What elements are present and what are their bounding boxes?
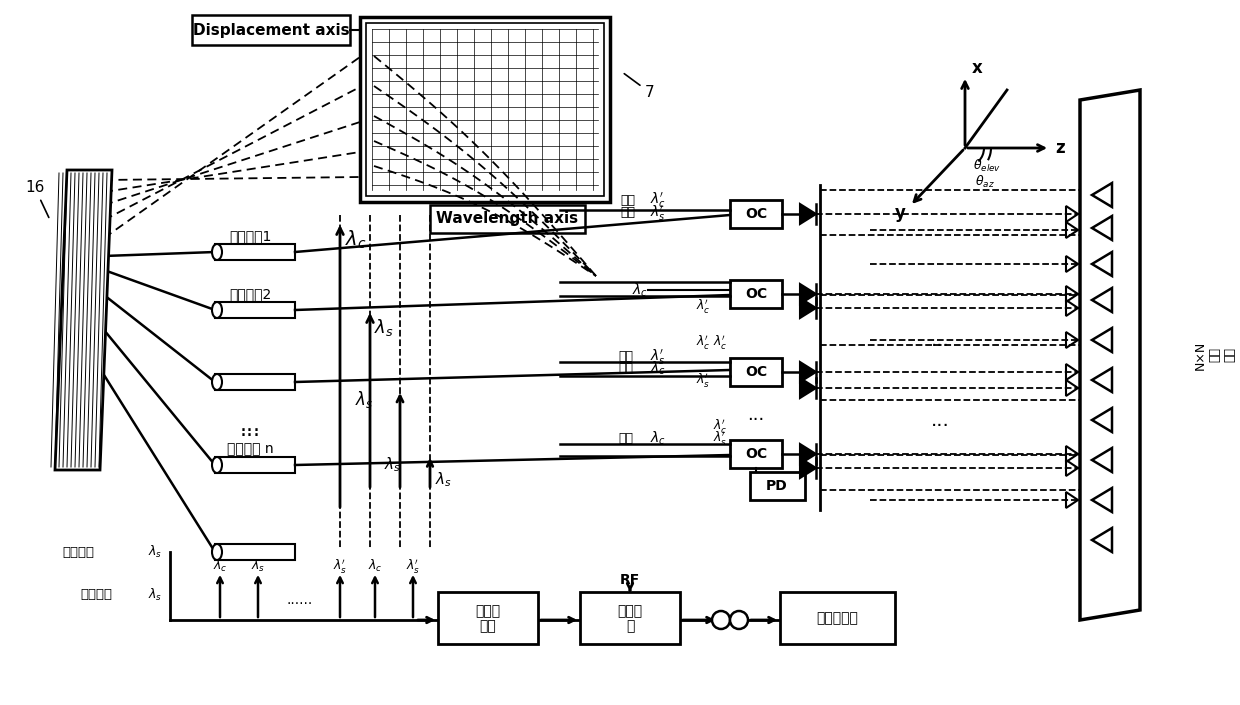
- Ellipse shape: [212, 374, 222, 390]
- Text: OC: OC: [745, 365, 768, 379]
- Text: $\lambda_c$: $\lambda_c$: [213, 558, 227, 574]
- Text: ...: ...: [748, 406, 765, 424]
- Bar: [438, 592, 538, 644]
- Text: $\lambda_s'$: $\lambda_s'$: [332, 557, 347, 575]
- Ellipse shape: [212, 244, 222, 260]
- Text: $\lambda_s$: $\lambda_s$: [148, 544, 162, 560]
- Text: $\lambda_s'$: $\lambda_s'$: [696, 371, 711, 389]
- Text: $\lambda_s$: $\lambda_s$: [384, 455, 401, 474]
- Text: $\lambda_c'$: $\lambda_c'$: [713, 417, 728, 435]
- Text: 大器: 大器: [480, 619, 496, 633]
- Text: ...: ...: [239, 420, 260, 440]
- Ellipse shape: [212, 302, 222, 318]
- Text: 输入端口: 输入端口: [81, 589, 112, 601]
- Text: N×N
天线
阵列: N×N 天线 阵列: [1193, 341, 1236, 369]
- Text: 7: 7: [624, 73, 655, 100]
- Text: $\lambda_s$: $\lambda_s$: [148, 587, 162, 603]
- Text: $\lambda_c$: $\lambda_c$: [368, 558, 382, 574]
- Polygon shape: [800, 298, 816, 318]
- Text: $\lambda_s'$: $\lambda_s'$: [650, 348, 666, 367]
- Text: $\lambda_s'$: $\lambda_s'$: [405, 557, 420, 575]
- Text: 输出端口 n: 输出端口 n: [227, 442, 273, 456]
- Bar: [215, 302, 295, 318]
- Polygon shape: [800, 204, 816, 224]
- Polygon shape: [800, 284, 816, 304]
- Text: 输出端口1: 输出端口1: [229, 229, 272, 243]
- Bar: [730, 280, 782, 308]
- Text: Wavelength axis: Wavelength axis: [436, 212, 579, 226]
- Text: 输出: 输出: [620, 193, 635, 207]
- Text: $\lambda_s'$: $\lambda_s'$: [650, 204, 666, 223]
- Ellipse shape: [212, 457, 222, 473]
- Text: $\theta_{az}$: $\theta_{az}$: [975, 174, 994, 190]
- Text: z: z: [1055, 139, 1065, 157]
- Text: 光调制: 光调制: [618, 604, 642, 618]
- Text: 输出: 输出: [620, 207, 635, 219]
- Text: 器: 器: [626, 619, 634, 633]
- Text: $\lambda_c'$: $\lambda_c'$: [696, 297, 711, 315]
- Text: $\lambda_s$: $\lambda_s$: [250, 558, 265, 574]
- Circle shape: [712, 611, 730, 629]
- Text: $\lambda_s$: $\lambda_s$: [355, 389, 373, 410]
- Text: ...: ...: [931, 410, 950, 429]
- Text: 输入端口: 输入端口: [62, 546, 94, 558]
- Circle shape: [730, 611, 748, 629]
- Text: ......: ......: [286, 593, 314, 607]
- Text: 16: 16: [25, 180, 48, 217]
- Bar: [215, 544, 295, 560]
- Text: $\theta_{elev}$: $\theta_{elev}$: [973, 158, 1001, 174]
- Polygon shape: [1080, 90, 1140, 620]
- Text: OC: OC: [745, 207, 768, 221]
- Bar: [780, 592, 895, 644]
- Polygon shape: [55, 170, 112, 470]
- Bar: [430, 205, 585, 233]
- Bar: [750, 472, 805, 500]
- Text: RF: RF: [620, 573, 640, 587]
- Text: 输出: 输出: [618, 350, 632, 364]
- Text: 激光发射器: 激光发射器: [816, 611, 858, 625]
- Text: Displacement axis: Displacement axis: [192, 23, 350, 37]
- Bar: [730, 440, 782, 468]
- Text: $\lambda_c'$: $\lambda_c'$: [650, 190, 666, 209]
- Text: $\lambda_c$: $\lambda_c$: [650, 429, 666, 447]
- Text: ...: ...: [931, 331, 950, 350]
- Polygon shape: [800, 458, 816, 478]
- Bar: [215, 374, 295, 390]
- Text: $\lambda_c$: $\lambda_c$: [345, 229, 367, 251]
- Bar: [730, 358, 782, 386]
- Bar: [215, 244, 295, 260]
- Text: 输出: 输出: [618, 431, 632, 444]
- Text: $\lambda_c'$: $\lambda_c'$: [696, 333, 711, 351]
- Bar: [366, 23, 604, 196]
- Polygon shape: [800, 444, 816, 464]
- Text: 输出端口2: 输出端口2: [229, 287, 272, 301]
- Bar: [360, 17, 610, 202]
- Text: $\lambda_c$: $\lambda_c$: [650, 360, 666, 376]
- Ellipse shape: [212, 544, 222, 560]
- Text: ...: ...: [239, 415, 260, 435]
- Text: $\lambda_s'$: $\lambda_s'$: [713, 429, 727, 447]
- Text: 输出: 输出: [618, 362, 632, 374]
- Text: $\lambda_c$: $\lambda_c$: [632, 281, 649, 299]
- Text: OC: OC: [745, 287, 768, 301]
- Polygon shape: [800, 378, 816, 398]
- Bar: [730, 200, 782, 228]
- Text: 光纤放: 光纤放: [475, 604, 501, 618]
- Text: y: y: [894, 204, 905, 222]
- Polygon shape: [800, 362, 816, 382]
- Text: x: x: [972, 59, 983, 77]
- Bar: [580, 592, 680, 644]
- Bar: [192, 15, 350, 45]
- Bar: [215, 457, 295, 473]
- Text: $\lambda_s$: $\lambda_s$: [374, 317, 394, 338]
- Text: $\lambda_s$: $\lambda_s$: [435, 471, 453, 489]
- Text: $\lambda_c'$: $\lambda_c'$: [713, 333, 728, 351]
- Text: PD: PD: [766, 479, 787, 493]
- Text: OC: OC: [745, 447, 768, 461]
